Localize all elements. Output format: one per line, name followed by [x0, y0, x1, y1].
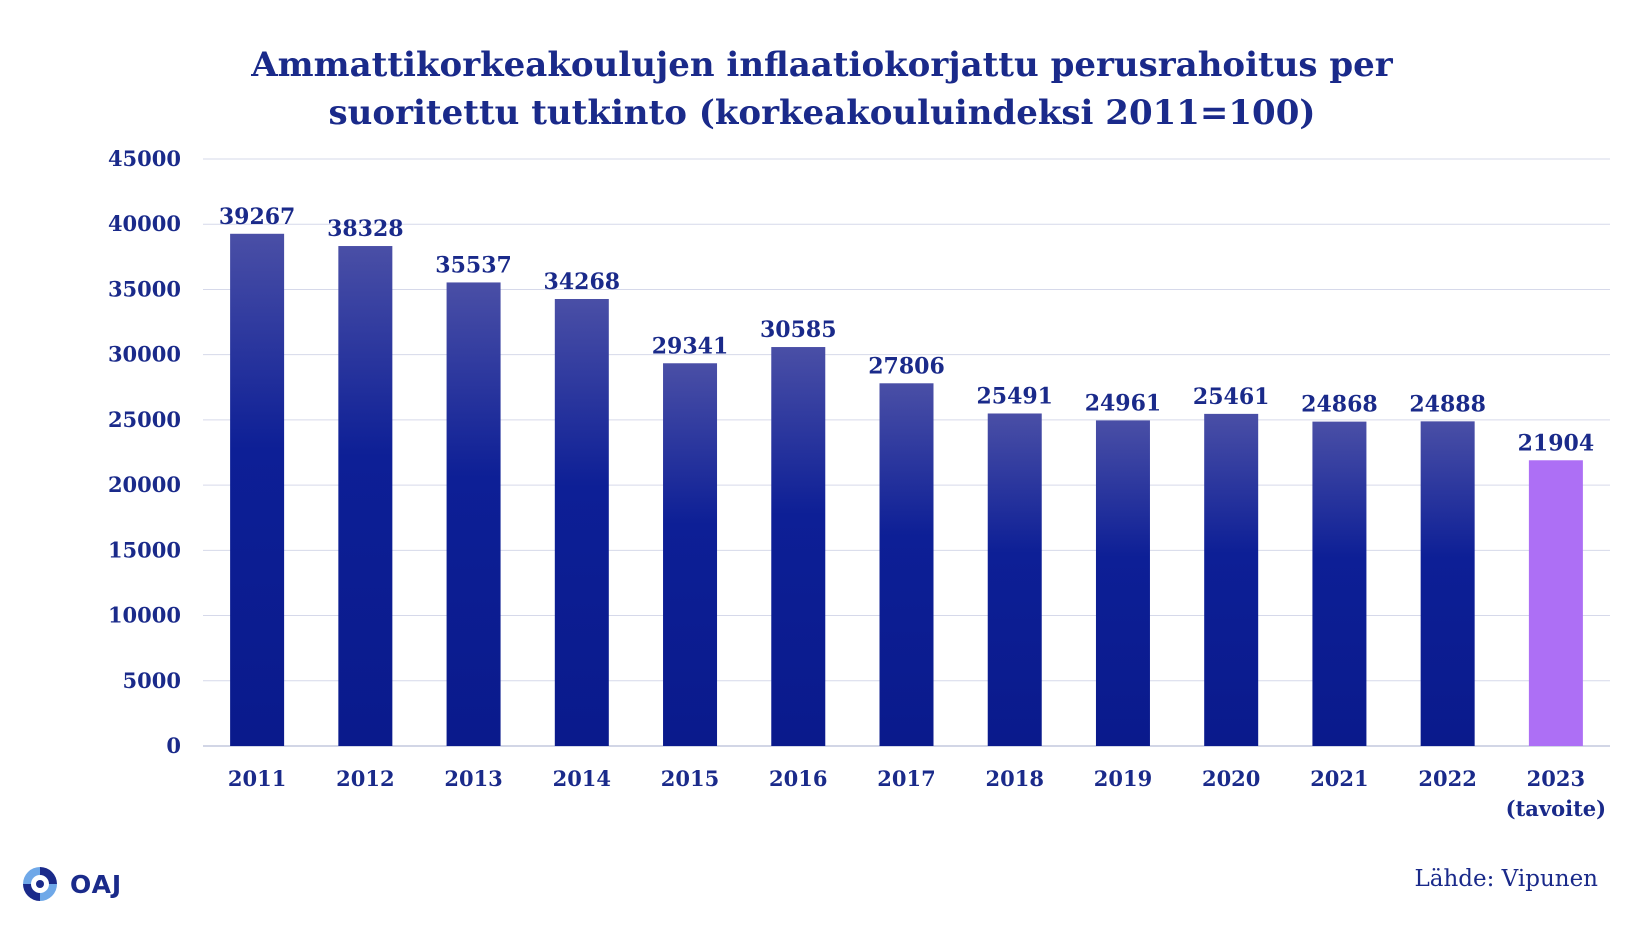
x-tick-label: 2016 — [769, 766, 827, 791]
y-axis-ticks: 0 5000 10000 15000 20000 25000 30000 35000 40000… — [108, 146, 181, 758]
data-label: 21904 — [1518, 430, 1595, 456]
source-note: Lähde: Vipunen — [1414, 866, 1598, 892]
x-tick-label: 2019 — [1094, 766, 1152, 791]
bar — [771, 347, 826, 746]
bar — [1312, 421, 1367, 746]
data-label: 24868 — [1301, 392, 1378, 418]
x-axis-labels: 2011 2012 2013 2014 2015 2016 2017 2018 2019 2020… — [228, 766, 1606, 821]
x-tick-label: 2015 — [661, 766, 719, 791]
x-tick-label: 2018 — [986, 766, 1044, 791]
y-tick-label: 35000 — [108, 276, 181, 301]
data-label: 25491 — [976, 383, 1053, 409]
data-labels: 39267 38328 35537 34268 29341 30585 27806 25491… — [219, 204, 1594, 456]
oaj-logo-text: OAJ — [70, 870, 122, 899]
bar — [1095, 420, 1150, 746]
bar — [1420, 421, 1475, 746]
chart-title-line-1: Ammattikorkeakoulujen inflaatiokorjattu … — [250, 45, 1394, 85]
x-tick-label: 2021 — [1310, 766, 1368, 791]
y-tick-label: 10000 — [108, 603, 181, 628]
y-tick-label: 20000 — [108, 472, 181, 497]
data-label: 24961 — [1085, 390, 1162, 416]
bar — [338, 246, 393, 746]
data-label: 25461 — [1193, 384, 1270, 410]
bar — [879, 383, 934, 746]
data-label: 29341 — [652, 333, 729, 359]
data-label: 39267 — [219, 204, 296, 230]
x-tick-label: (tavoite) — [1506, 796, 1606, 821]
x-tick-label: 2017 — [877, 766, 935, 791]
y-tick-label: 45000 — [108, 146, 181, 171]
bar — [663, 363, 718, 746]
bar — [1528, 460, 1583, 746]
y-tick-label: 25000 — [108, 407, 181, 432]
data-label: 27806 — [868, 353, 945, 379]
data-label: 34268 — [544, 269, 621, 295]
data-label: 30585 — [760, 317, 837, 343]
x-tick-label: 2013 — [444, 766, 502, 791]
data-label: 38328 — [327, 216, 404, 242]
bar — [230, 233, 285, 746]
oaj-logo: OAJ — [23, 867, 122, 901]
bars — [230, 233, 1583, 746]
data-label: 35537 — [435, 252, 512, 278]
y-tick-label: 5000 — [123, 668, 181, 693]
bar — [554, 298, 609, 746]
y-tick-label: 0 — [166, 733, 181, 758]
y-tick-label: 15000 — [108, 537, 181, 562]
x-tick-label: 2012 — [336, 766, 394, 791]
bar — [1204, 413, 1259, 746]
y-tick-label: 40000 — [108, 211, 181, 236]
x-tick-label: 2011 — [228, 766, 286, 791]
x-tick-label: 2022 — [1418, 766, 1476, 791]
data-label: 24888 — [1409, 391, 1486, 417]
x-tick-label: 2014 — [553, 766, 611, 791]
y-tick-label: 30000 — [108, 342, 181, 367]
chart-title-line-2: suoritettu tutkinto (korkeakouluindeksi … — [329, 93, 1316, 133]
bar — [987, 413, 1042, 746]
oaj-logo-icon — [23, 867, 57, 901]
x-tick-label: 2023 — [1527, 766, 1585, 791]
x-tick-label: 2020 — [1202, 766, 1260, 791]
bar — [446, 282, 501, 746]
